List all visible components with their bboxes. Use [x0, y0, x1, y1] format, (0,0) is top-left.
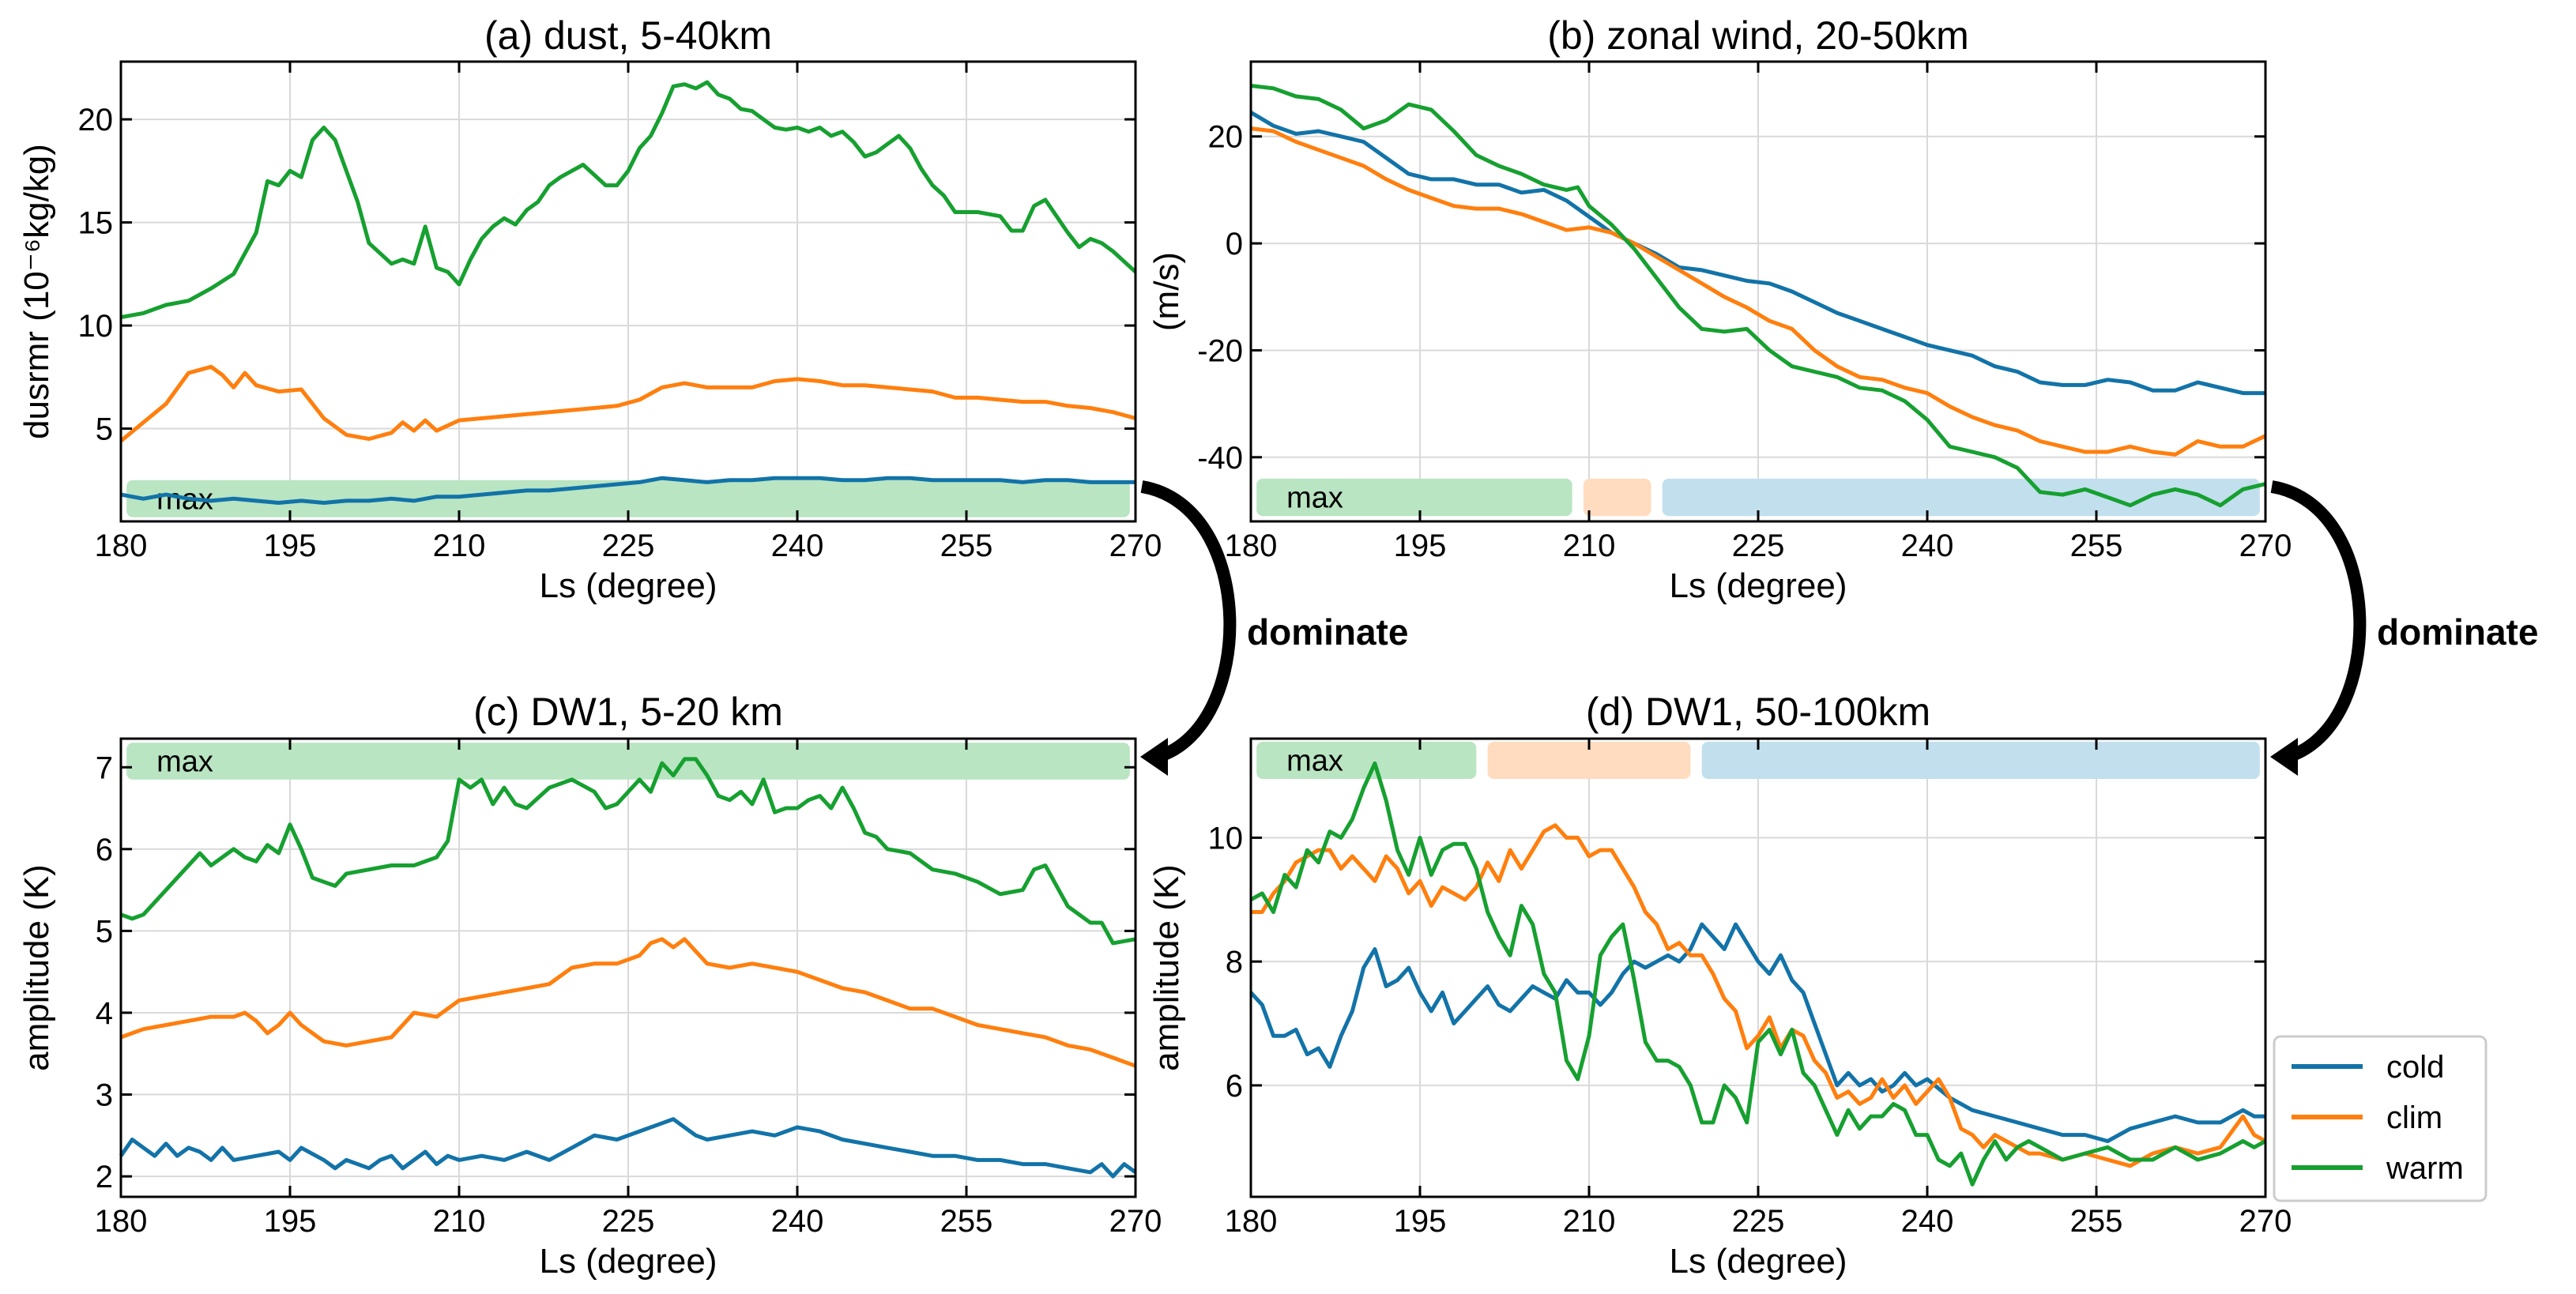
x-tick-label: 225: [602, 529, 655, 563]
y-tick-label: 20: [1208, 120, 1244, 155]
x-tick-label: 270: [2239, 1204, 2292, 1239]
x-axis-label: Ls (degree): [1669, 566, 1847, 605]
x-tick-label: 225: [1732, 529, 1785, 563]
x-tick-label: 180: [1225, 529, 1278, 563]
x-tick-label: 180: [95, 529, 148, 563]
panel-d-dw1-high: (d) DW1, 50-100km max 180 195 210 225 240 255 2…: [1147, 690, 2292, 1281]
x-tick-label: 255: [940, 529, 993, 563]
y-tick-label: -20: [1197, 333, 1243, 368]
band-max-label: max: [156, 745, 213, 778]
series-line-cold: [120, 476, 1135, 505]
legend-label-clim: clim: [2386, 1100, 2442, 1135]
dominate-arrow-left: dominate: [1140, 480, 1408, 776]
dominance-band-cold: [1662, 478, 2260, 517]
y-tick-label: 8: [1226, 945, 1243, 980]
x-tick-label: 195: [1394, 1204, 1447, 1239]
dominate-label: dominate: [2377, 611, 2538, 653]
dominance-band-clim: [1583, 478, 1651, 517]
series-line-clim: [119, 364, 1136, 443]
legend-label-warm: warm: [2386, 1151, 2464, 1186]
y-tick-label: 7: [96, 750, 113, 785]
x-axis-label: Ls (degree): [539, 566, 717, 605]
dominance-band-cold: [1701, 741, 2260, 779]
x-tick-label: 210: [1563, 1204, 1616, 1239]
x-tick-label: 270: [2239, 529, 2292, 563]
x-tick-label: 195: [1394, 529, 1447, 563]
series-line-warm: [120, 80, 1137, 320]
legend-label-cold: cold: [2386, 1050, 2444, 1085]
dominate-label: dominate: [1247, 611, 1408, 653]
x-axis-label: Ls (degree): [1669, 1242, 1847, 1281]
series-line-cold: [119, 1117, 1137, 1179]
y-tick-label: 20: [78, 103, 114, 137]
dominance-band-warm: [1256, 478, 1572, 517]
y-axis-label: (m/s): [1147, 252, 1186, 331]
y-tick-label: 10: [78, 309, 114, 344]
panel-title: (b) zonal wind, 20-50km: [1547, 13, 1969, 58]
y-tick-label: 4: [96, 996, 113, 1031]
series-line-warm: [1249, 761, 2267, 1187]
y-tick-label: 15: [78, 206, 114, 241]
x-tick-label: 255: [2070, 1204, 2123, 1239]
y-tick-label: 5: [96, 412, 113, 447]
series-line-clim: [1250, 126, 2267, 457]
series-line-warm: [120, 757, 1136, 946]
y-axis-label: dusrmr (10⁻⁶kg/kg): [17, 144, 56, 439]
series-line-warm: [1250, 84, 2266, 508]
band-max-label: max: [1286, 482, 1343, 515]
legend: cold clim warm: [2273, 1035, 2487, 1202]
x-tick-label: 255: [940, 1204, 993, 1239]
y-tick-label: 5: [96, 914, 113, 949]
band-max-label: max: [1286, 744, 1343, 777]
x-tick-label: 210: [433, 1204, 486, 1239]
x-tick-label: 270: [1109, 529, 1162, 563]
y-axis-label: amplitude (K): [1147, 864, 1186, 1071]
y-tick-label: 2: [96, 1160, 113, 1194]
x-tick-label: 180: [95, 1204, 148, 1239]
y-tick-label: 6: [1226, 1069, 1243, 1104]
dominate-arrow-right: dominate: [2270, 480, 2538, 776]
x-tick-label: 255: [2070, 529, 2123, 563]
series-line-cold: [1249, 111, 2265, 396]
series-line-cold: [1249, 922, 2265, 1143]
x-tick-label: 225: [602, 1204, 655, 1239]
x-tick-label: 240: [771, 529, 824, 563]
y-tick-label: 3: [96, 1078, 113, 1113]
panel-title: (c) DW1, 5-20 km: [473, 690, 783, 734]
x-tick-label: 195: [264, 529, 317, 563]
dominance-band-clim: [1487, 741, 1691, 779]
y-tick-label: -40: [1197, 441, 1243, 476]
x-tick-label: 210: [1563, 529, 1616, 563]
x-axis-label: Ls (degree): [539, 1242, 717, 1281]
x-tick-label: 240: [1901, 1204, 1954, 1239]
x-tick-label: 270: [1109, 1204, 1162, 1239]
dominance-band-warm: [126, 743, 1130, 780]
panel-title: (d) DW1, 50-100km: [1586, 690, 1930, 734]
series-line-clim: [1251, 823, 2267, 1168]
panel-title: (a) dust, 5-40km: [484, 13, 772, 58]
x-tick-label: 225: [1732, 1204, 1785, 1239]
x-tick-label: 240: [1901, 529, 1954, 563]
y-tick-label: 10: [1208, 821, 1244, 856]
y-tick-label: 0: [1226, 227, 1243, 261]
y-tick-label: 6: [96, 833, 113, 867]
dominance-band-warm: [1256, 741, 1477, 779]
x-tick-label: 180: [1225, 1204, 1278, 1239]
x-tick-label: 240: [771, 1204, 824, 1239]
x-tick-label: 210: [433, 529, 486, 563]
x-tick-label: 195: [264, 1204, 317, 1239]
series-line-clim: [120, 937, 1136, 1068]
dominance-band-warm: [126, 480, 1130, 517]
y-axis-label: amplitude (K): [17, 864, 56, 1071]
